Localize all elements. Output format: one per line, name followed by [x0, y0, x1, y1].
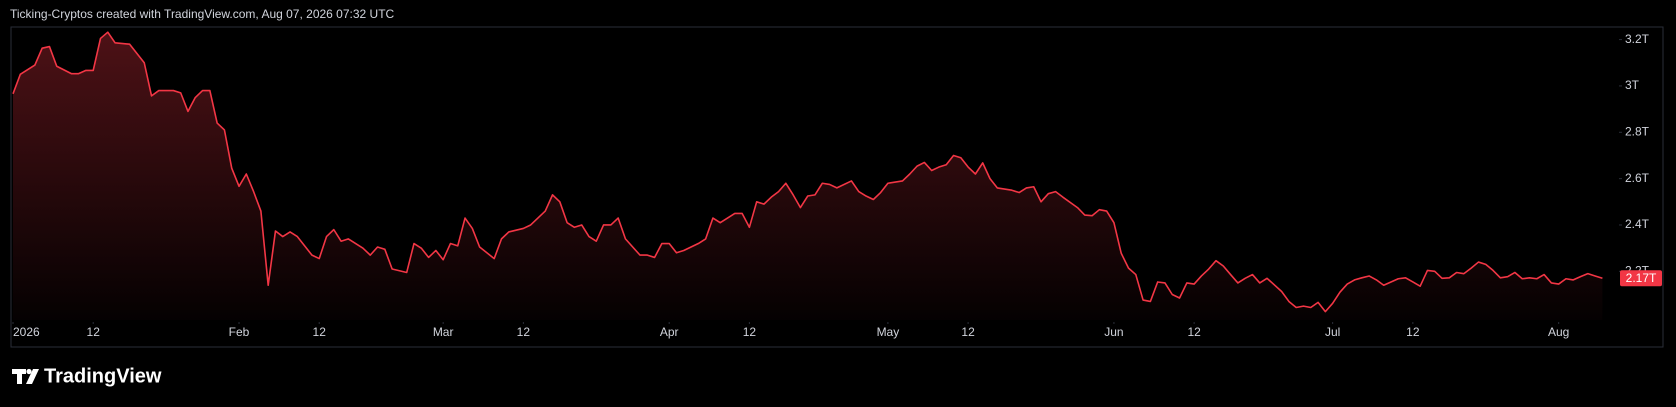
last-price-box: [1620, 270, 1662, 287]
last-price-label: 2.17T: [1626, 271, 1657, 285]
y-tick-label: 2.4T: [1625, 217, 1650, 231]
x-tick-label: Aug: [1548, 325, 1569, 339]
y-tick-label: 2.8T: [1625, 124, 1650, 138]
x-tick-label: Jun: [1104, 325, 1123, 339]
x-tick-label: Mar: [433, 325, 454, 339]
header-text: Ticking-Cryptos created with TradingView…: [10, 7, 395, 21]
brand-logo: [12, 368, 39, 384]
x-tick-label: Feb: [229, 325, 250, 339]
x-tick-label: 12: [87, 325, 101, 339]
chart-frame: [10, 26, 1664, 348]
y-tick-label: 2.6T: [1625, 171, 1650, 185]
area-fill: [13, 32, 1603, 321]
x-tick-label: 12: [1406, 325, 1420, 339]
x-tick-label: 12: [743, 325, 757, 339]
x-tick-label: 12: [517, 325, 531, 339]
x-tick-label: Jul: [1325, 325, 1340, 339]
x-tick-label: 12: [313, 325, 327, 339]
y-tick-label: 3.2T: [1625, 32, 1650, 46]
x-tick-label: 12: [961, 325, 975, 339]
y-tick-label: 3T: [1625, 78, 1640, 92]
x-tick-label: May: [877, 325, 900, 339]
x-tick-label: 2026: [13, 325, 40, 339]
x-tick-label: 12: [1187, 325, 1201, 339]
price-line: [12, 31, 1603, 313]
x-tick-label: Apr: [660, 325, 679, 339]
brand-name: TradingView: [44, 365, 162, 387]
